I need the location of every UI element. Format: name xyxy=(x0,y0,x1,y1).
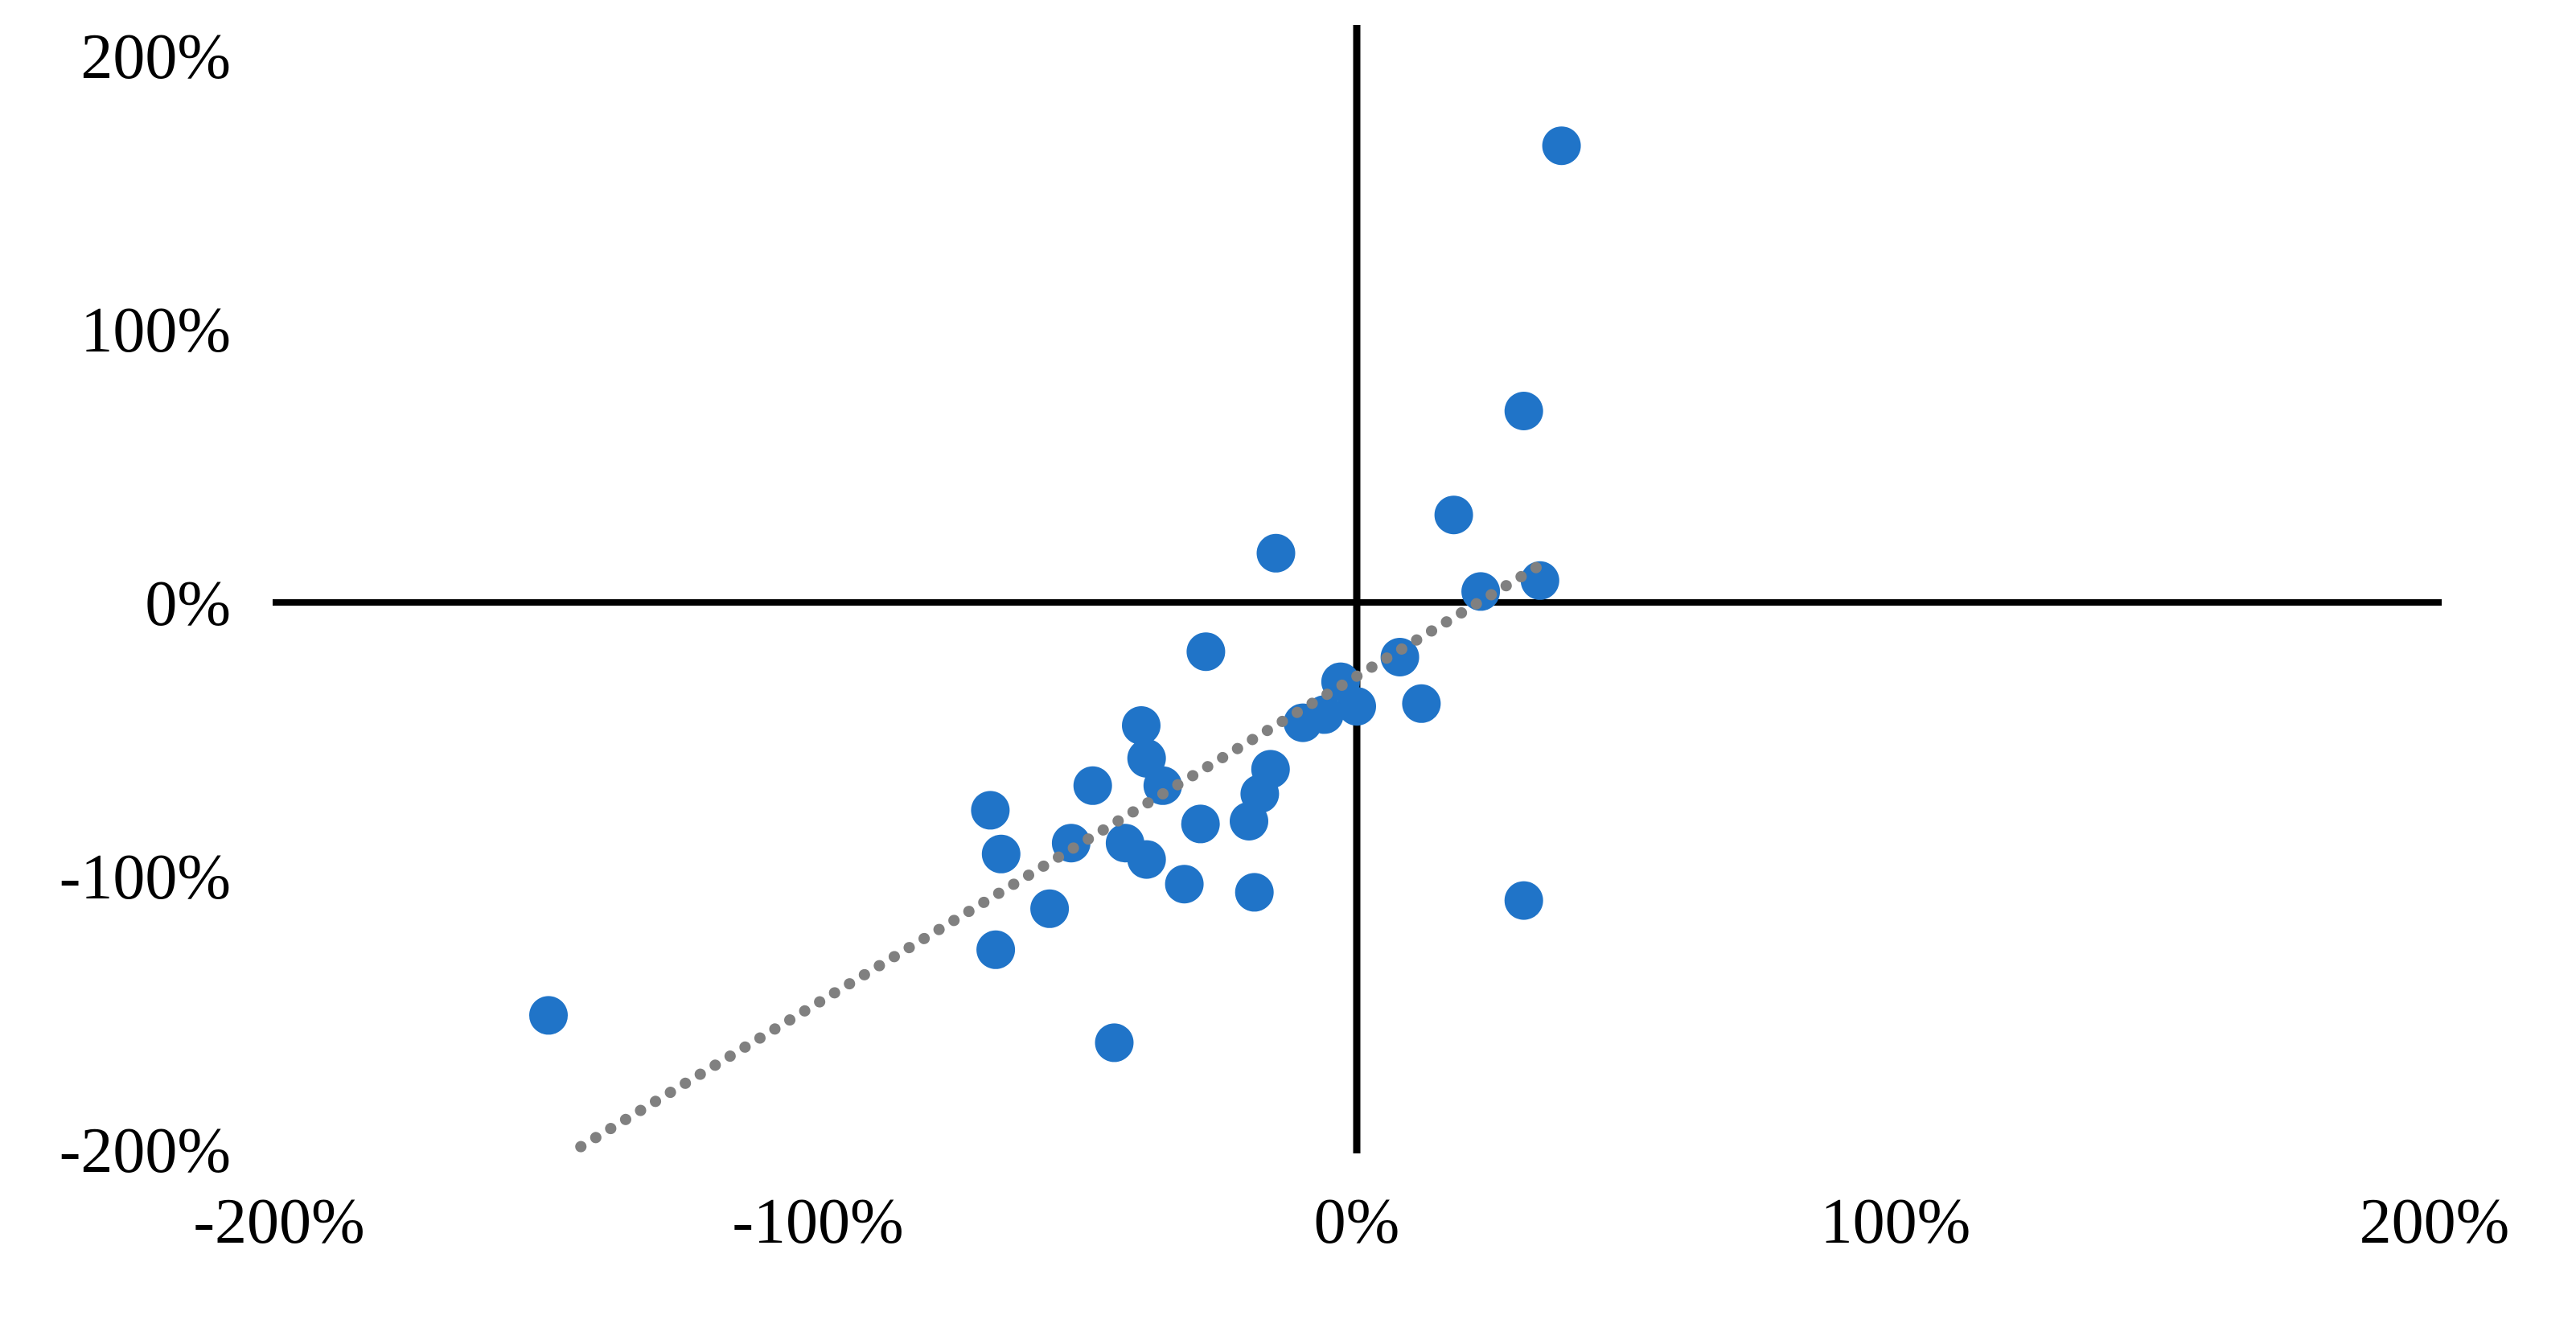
scatter-point xyxy=(1461,572,1501,611)
scatter-point xyxy=(1256,533,1296,573)
scatter-point xyxy=(976,930,1016,969)
scatter-point xyxy=(971,791,1010,830)
trendline xyxy=(575,553,1557,1153)
scatter-point xyxy=(1030,889,1070,928)
x-axis-tick-label: -200% xyxy=(193,1186,364,1257)
scatter-point xyxy=(1284,703,1322,742)
scatter-point xyxy=(1504,881,1543,920)
y-axis-tick-label: 100% xyxy=(80,295,231,366)
scatter-point xyxy=(1380,638,1419,676)
scatter-point xyxy=(1186,632,1226,672)
scatter-point xyxy=(1434,495,1473,535)
scatter-point xyxy=(981,834,1021,873)
scatter-point xyxy=(1520,561,1559,600)
scatter-point xyxy=(1095,1023,1134,1063)
x-axis-tick-label: 200% xyxy=(2360,1186,2510,1257)
y-axis-tick-label: -200% xyxy=(60,1116,231,1186)
y-axis-tick-label: 200% xyxy=(80,22,231,92)
scatter-point xyxy=(1181,804,1220,844)
scatter-point xyxy=(1143,766,1182,805)
scatter-point xyxy=(1230,802,1268,841)
scatter-point xyxy=(1127,840,1166,879)
scatter-point xyxy=(1542,126,1581,166)
y-axis-tick-label: 0% xyxy=(145,569,231,639)
scatter-point xyxy=(1337,687,1376,726)
scatter-point xyxy=(1073,766,1112,805)
scatter-point xyxy=(1165,865,1204,904)
x-axis-tick-label: 0% xyxy=(1314,1186,1400,1257)
scatter-point xyxy=(1402,684,1441,723)
scatter-point xyxy=(1504,392,1543,430)
x-axis-tick-label: -100% xyxy=(732,1186,903,1257)
scatter-point xyxy=(1122,706,1161,745)
y-axis-tick-label: -100% xyxy=(60,842,231,913)
x-axis-tick-label: 100% xyxy=(1821,1186,1971,1257)
scatter-point xyxy=(1235,873,1274,912)
scatter-point xyxy=(529,996,568,1035)
